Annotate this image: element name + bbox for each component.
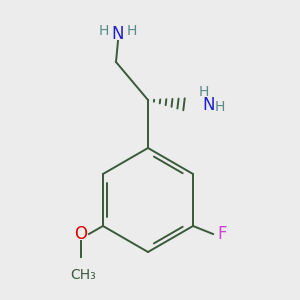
Text: H: H: [99, 24, 109, 38]
Text: N: N: [202, 96, 214, 114]
Text: F: F: [217, 225, 226, 243]
Text: O: O: [74, 225, 88, 243]
Text: H: H: [215, 100, 225, 114]
Text: H: H: [127, 24, 137, 38]
Text: N: N: [112, 25, 124, 43]
Text: CH₃: CH₃: [70, 268, 96, 282]
Text: H: H: [199, 85, 209, 99]
